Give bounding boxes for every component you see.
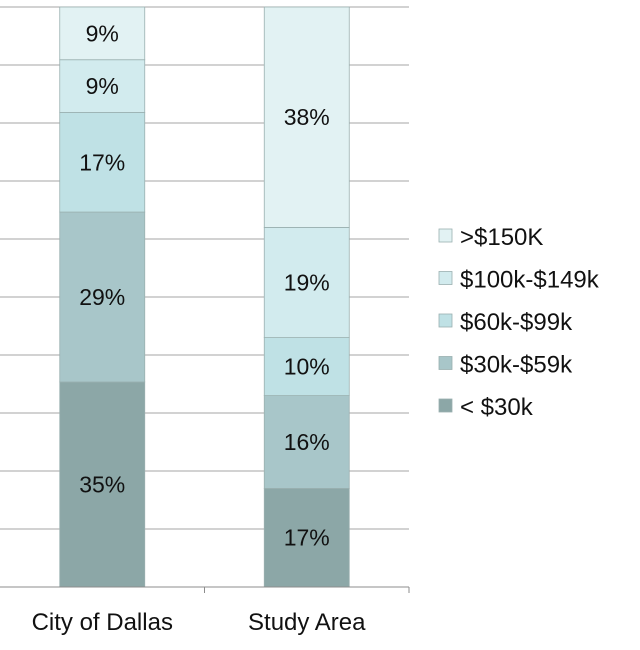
data-label: 17% (284, 525, 330, 551)
data-label: 35% (79, 471, 125, 497)
x-axis: City of Dallas Study Area (0, 586, 410, 636)
bar-segment (263, 226, 350, 338)
bars: 35% 29% 17% 9% 9% 17% 16% 10% 19% 38% (59, 6, 350, 588)
legend-swatch (438, 356, 453, 370)
legend-label: $60k-$99k (460, 309, 573, 336)
legend: >$150K $100k-$149k $60k-$99k $30k-$59k < $30… (438, 224, 600, 421)
legend-label: < $30k (460, 394, 534, 421)
category-label: City of Dallas (32, 609, 173, 636)
legend-swatch (438, 313, 453, 328)
data-label: 9% (86, 73, 119, 99)
category-label: Study Area (248, 609, 366, 636)
bar-segment (59, 59, 146, 113)
legend-swatch (438, 228, 453, 243)
bar-segment (59, 112, 146, 213)
data-label: 38% (284, 104, 330, 130)
bar-segment (59, 211, 146, 383)
data-label: 9% (86, 20, 119, 46)
bar-segment (263, 337, 350, 397)
legend-label: $30k-$59k (460, 352, 573, 379)
data-label: 16% (284, 429, 330, 455)
data-label: 10% (284, 354, 330, 380)
bar-segment (59, 6, 146, 61)
legend-swatch (438, 271, 453, 285)
legend-label: >$150K (460, 224, 543, 251)
data-label: 29% (79, 284, 125, 310)
bar-segment (263, 6, 350, 228)
data-label: 17% (79, 149, 125, 175)
data-label: 19% (284, 270, 330, 296)
legend-swatch (438, 398, 453, 413)
bar-segment (263, 395, 350, 489)
legend-label: $100k-$149k (460, 267, 600, 294)
